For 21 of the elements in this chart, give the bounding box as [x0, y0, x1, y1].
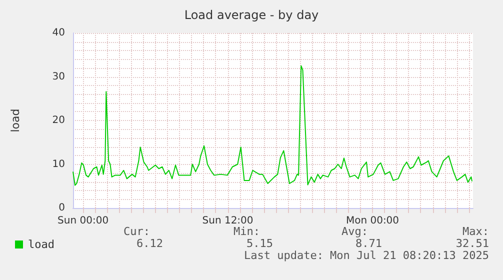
text: 8.71: [356, 237, 382, 250]
y-tick-label: 40: [52, 28, 65, 38]
legend-label: load: [28, 238, 54, 251]
x-tick-label: Sun 12:00: [202, 216, 254, 226]
text: Last update: Mon Jul 21 08:20:13 2025: [244, 249, 490, 262]
text: Cur:: [124, 225, 150, 238]
text: 6.12: [136, 237, 164, 250]
text: Max:: [462, 225, 490, 238]
text: 32.51: [456, 237, 490, 250]
line-series: [72, 65, 472, 186]
x-tick-label: Mon 00:00: [346, 216, 400, 226]
y-tick-label: 0: [58, 202, 65, 214]
y-tick-label: 10: [52, 158, 65, 170]
y-tick-label: 30: [52, 71, 65, 82]
text: 5.15: [246, 237, 274, 250]
y-tick-label: 20: [52, 115, 65, 126]
text: Min:: [234, 225, 260, 238]
x-tick-label: Sun 00:00: [58, 216, 109, 226]
text: Avg:: [342, 225, 368, 238]
chart-title: Load average - by day: [184, 8, 319, 22]
y-axis-title: load: [9, 108, 22, 132]
